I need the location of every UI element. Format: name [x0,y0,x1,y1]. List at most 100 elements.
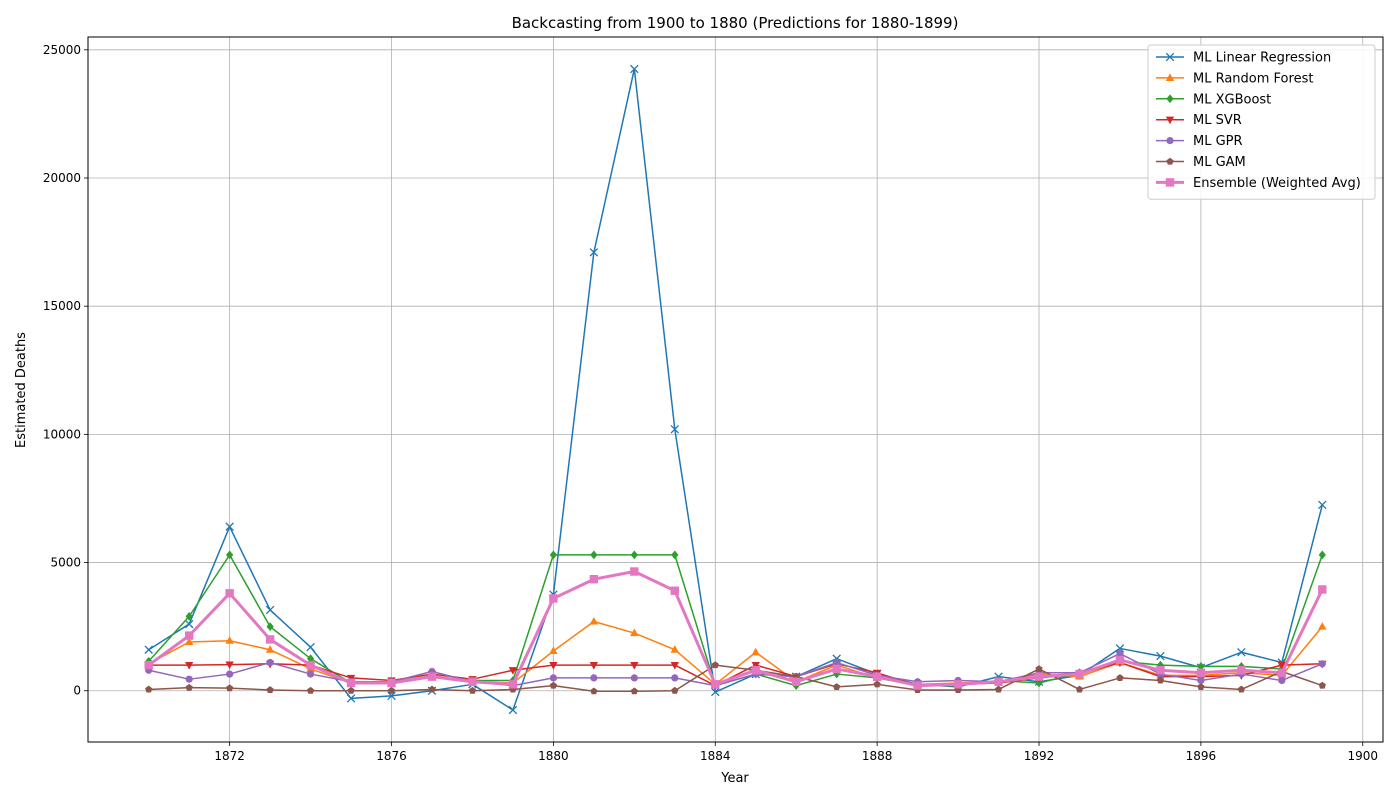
data-point-marker [671,686,679,694]
legend: ML Linear Regression ML Random Forest ML X… [1147,44,1376,200]
data-point-marker [549,646,558,655]
series-lines [144,64,1327,715]
data-point-marker [387,686,396,694]
data-point-marker [427,672,437,681]
data-point-marker [630,662,639,670]
data-point-marker [630,567,639,576]
data-point-marker [144,645,153,654]
data-point-marker [711,661,719,669]
data-point-marker [1165,116,1175,125]
data-point-marker [184,631,194,640]
data-point-marker [185,683,193,691]
series-line [148,661,1323,687]
legend-label: ML GAM [1193,155,1246,170]
data-point-marker [346,678,356,688]
data-point-marker [1034,672,1044,681]
data-point-marker [711,687,720,697]
y-tick-label: 10000 [43,427,81,441]
data-point-marker [1278,676,1286,685]
data-point-marker [630,674,638,682]
legend-item: ML GAM [1156,155,1246,170]
y-tick-label: 5000 [50,556,81,570]
data-point-marker [265,645,275,653]
data-point-marker [1165,178,1175,187]
data-point-marker [953,680,963,689]
data-point-marker [468,677,477,686]
data-point-marker [1165,73,1175,81]
y-tick-label: 25000 [43,43,81,57]
data-point-marker [387,678,396,688]
legend-item: ML SVR [1156,113,1242,128]
data-point-marker [468,686,477,694]
y-tick-label: 20000 [43,171,81,185]
data-point-marker [184,662,194,670]
x-tick-label: 1876 [376,749,407,763]
legend-label: ML Random Forest [1193,71,1313,86]
data-point-marker [671,550,679,560]
data-point-marker [1197,662,1205,671]
data-point-marker [306,642,315,652]
data-point-marker [226,670,234,678]
data-point-marker [306,654,315,664]
data-point-marker [589,662,599,670]
data-point-marker [1318,585,1327,594]
data-point-marker [630,628,639,637]
data-point-marker [185,675,193,683]
data-point-marker [508,667,518,675]
data-point-marker [549,681,557,689]
data-point-marker [994,685,1003,693]
data-point-marker [1237,685,1245,693]
data-point-marker [387,691,396,701]
x-tick-label: 1872 [214,749,245,763]
data-point-marker [1196,668,1206,677]
data-point-marker [994,677,1003,686]
data-point-marker [833,683,841,690]
data-point-marker [1115,644,1125,653]
series-line [148,664,1323,692]
axis-ticks: 1872 1876 1880 1884 1888 1892 1896 1900 0 5000 100… [43,43,1378,763]
data-point-marker [306,660,315,670]
data-point-marker [1237,648,1246,657]
data-point-marker [751,662,760,670]
data-point-marker [589,616,599,625]
data-point-marker [751,666,760,675]
data-point-marker [1156,666,1165,675]
x-tick-label: 1892 [1024,749,1055,763]
data-point-marker [225,636,234,644]
y-tick-label: 0 [73,684,81,698]
data-point-marker [630,550,638,560]
data-point-marker [306,670,315,678]
data-point-marker [1318,500,1327,510]
data-point-marker [1075,685,1084,693]
data-point-marker [1156,676,1165,684]
data-point-marker [1277,662,1287,670]
legend-item: ML Random Forest [1156,71,1313,86]
data-point-marker [1197,683,1205,690]
data-point-marker [1166,136,1174,145]
data-point-marker [630,64,639,74]
data-point-marker [872,672,882,681]
data-point-marker [265,605,275,615]
data-point-marker [1116,674,1124,681]
data-point-marker [1156,651,1165,661]
data-point-marker [549,550,558,560]
data-point-marker [590,674,598,682]
data-point-marker [792,677,801,686]
x-tick-label: 1896 [1186,749,1217,763]
data-point-marker [226,684,234,692]
x-tick-label: 1900 [1347,749,1378,763]
legend-box [1147,44,1376,200]
data-point-marker [1166,94,1174,104]
data-point-marker [1318,550,1326,560]
data-point-marker [266,658,274,667]
data-point-marker [226,550,234,560]
x-tick-label: 1888 [862,749,893,763]
data-point-marker [549,674,558,682]
legend-item: ML Linear Regression [1156,51,1331,66]
y-axis-label: Estimated Deaths [14,332,29,448]
data-point-marker [184,637,194,646]
data-point-marker [225,522,234,531]
data-point-marker [1035,665,1043,673]
data-point-marker [508,705,518,715]
